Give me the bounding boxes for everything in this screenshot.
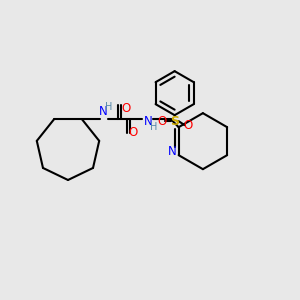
Text: S: S	[170, 115, 179, 128]
Text: H: H	[150, 122, 158, 132]
Text: N: N	[143, 115, 152, 128]
Text: O: O	[128, 126, 137, 139]
Text: N: N	[98, 105, 107, 118]
Text: N: N	[168, 145, 177, 158]
Text: O: O	[183, 119, 192, 132]
Text: O: O	[121, 102, 130, 115]
Text: H: H	[105, 102, 112, 112]
Text: O: O	[157, 115, 166, 128]
